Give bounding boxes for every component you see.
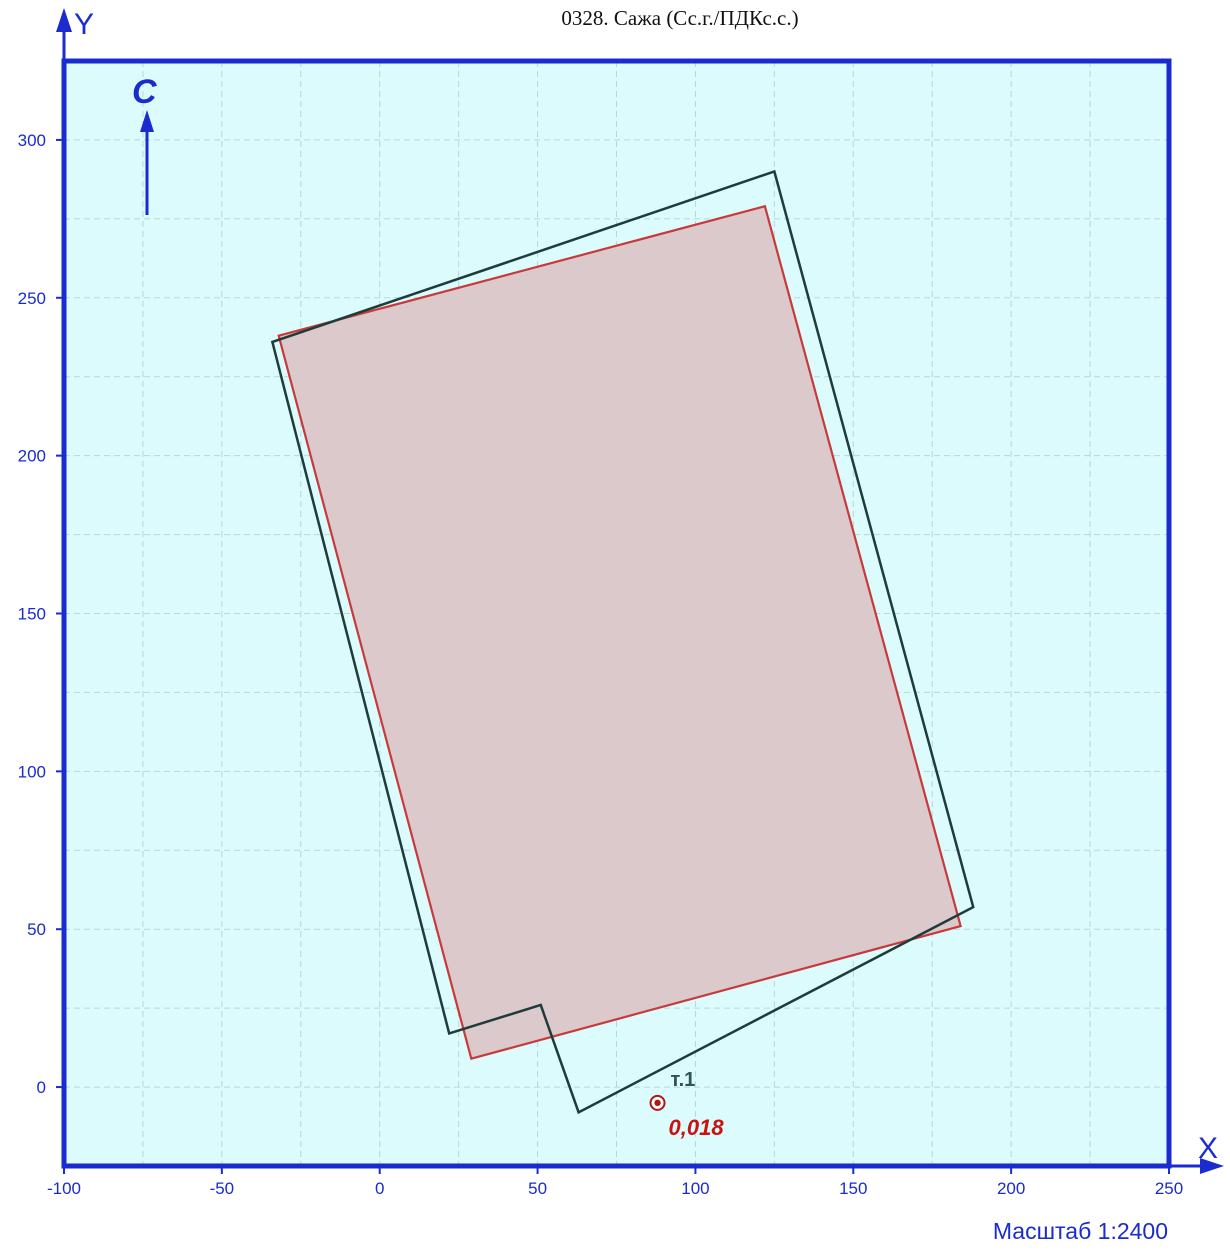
site-boundary-polygon [270, 169, 975, 1115]
point-marker-dot [654, 1099, 661, 1107]
x-tick-label: -50 [210, 1179, 235, 1198]
y-tick-label: 250 [18, 289, 46, 308]
x-tick-label: 150 [839, 1179, 867, 1198]
x-tick-label: 0 [375, 1179, 384, 1198]
map-title: 0328. Сажа (Сс.г./ПДКс.с.) [561, 6, 799, 30]
y-axis-label: Y [74, 8, 94, 41]
y-tick-label: 100 [18, 762, 46, 781]
x-axis-label: X [1198, 1132, 1218, 1165]
x-tick-label: -100 [47, 1179, 81, 1198]
x-tick-label: 250 [1155, 1179, 1183, 1198]
x-tick-label: 200 [997, 1179, 1025, 1198]
y-tick-label: 300 [18, 131, 46, 150]
scale-label: Масштаб 1:2400 [992, 1218, 1168, 1244]
point-label: т.1 [671, 1069, 696, 1091]
y-tick-label: 200 [18, 447, 46, 466]
x-axis-arrow-icon [1200, 1158, 1224, 1174]
point-value: 0,018 [669, 1115, 725, 1140]
x-tick-label: 100 [681, 1179, 709, 1198]
point-markers: т.1 0,018 [649, 1069, 725, 1140]
x-axis-ticks: -100 -50 0 50 100 150 200 250 [47, 1166, 1183, 1198]
y-tick-label: 50 [27, 920, 46, 939]
north-arrow-icon: C [132, 73, 157, 215]
y-tick-label: 150 [18, 605, 46, 624]
y-axis-arrow-icon [56, 8, 72, 32]
axis-arrows [56, 8, 1224, 1174]
concentration-zone-polygon [277, 204, 962, 1061]
x-tick-label: 50 [528, 1179, 547, 1198]
north-arrow-head-icon [140, 110, 154, 132]
north-letter: C [132, 73, 157, 111]
y-tick-label: 0 [37, 1078, 46, 1097]
y-axis-ticks: 0 50 100 150 200 250 300 [18, 131, 64, 1097]
